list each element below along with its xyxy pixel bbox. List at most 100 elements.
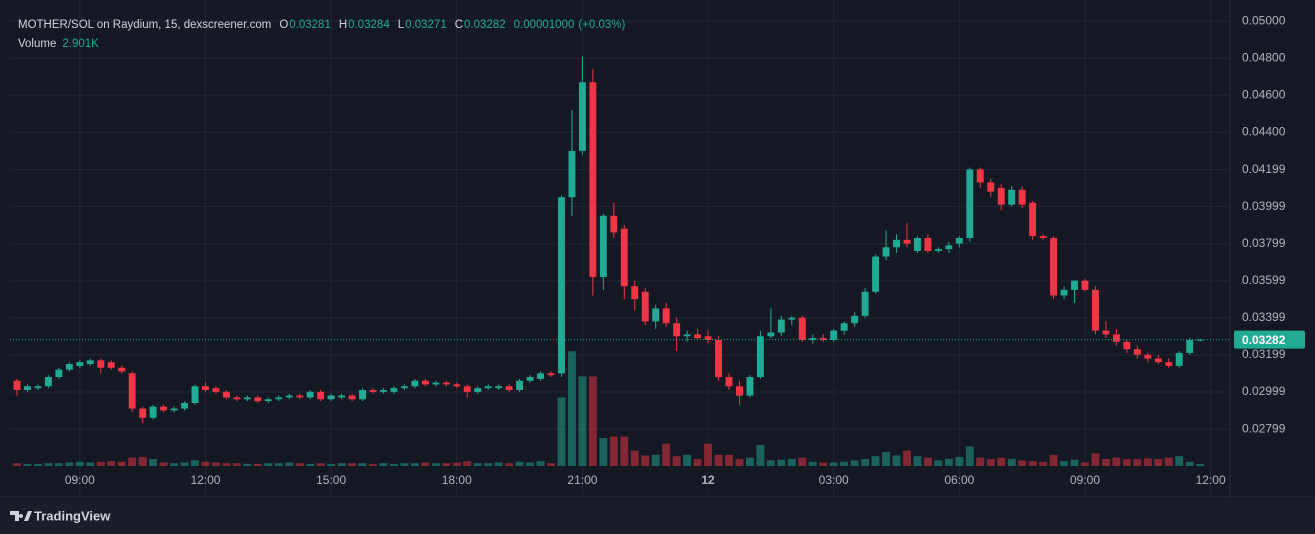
candle-body [652, 308, 660, 322]
volume-bar [714, 454, 723, 466]
volume-bar [1175, 456, 1184, 466]
candle-body [914, 238, 921, 251]
candle-body [599, 215, 607, 277]
x-tick-label: 03:00 [819, 473, 849, 487]
volume-bar [337, 463, 346, 466]
legend-ohlc-value: 0.03281 [289, 19, 331, 31]
candle-body [1165, 362, 1173, 366]
candle-body [484, 386, 492, 389]
y-tick-label: 0.05000 [1242, 13, 1286, 27]
candle-body [1196, 339, 1204, 341]
candle-body [191, 386, 199, 403]
volume-bar [725, 454, 733, 466]
volume-bar [672, 456, 681, 466]
volume-bar [253, 463, 262, 466]
candle-body [327, 395, 335, 400]
volume-bar [180, 462, 189, 466]
x-tick-label: 09:00 [65, 473, 95, 487]
candle-body [380, 390, 387, 392]
volume-bar [473, 463, 482, 466]
candle-body [359, 390, 366, 400]
volume-bar [285, 462, 294, 466]
candle-body [400, 386, 408, 389]
volume-bar [452, 462, 461, 466]
volume-bar [567, 351, 576, 466]
volume-bar [54, 463, 63, 466]
volume-bar [44, 463, 53, 466]
candle-body [568, 150, 576, 198]
legend-change-pct: (+0.03%) [578, 19, 625, 31]
volume-bar [389, 463, 398, 466]
candle-body [348, 395, 356, 400]
volume-bar [965, 446, 974, 466]
candle-body [578, 82, 586, 151]
volume-bar [306, 463, 315, 466]
volume-bar [369, 463, 377, 466]
candle-body [222, 391, 230, 398]
candle-body [547, 373, 555, 376]
candle-body [181, 402, 188, 409]
candle-body [966, 169, 974, 238]
legend-change: 0.00001000 [514, 19, 575, 31]
legend-ohlc-letter: C [455, 19, 463, 31]
candle-body [662, 308, 670, 324]
volume-bar [903, 450, 911, 466]
volume-bar [128, 457, 137, 466]
legend-volume-name: Volume [18, 38, 56, 50]
volume-bar [410, 463, 419, 466]
volume-bar [442, 463, 451, 466]
volume-bar [735, 459, 744, 466]
candle-body [432, 382, 440, 385]
volume-bar [578, 376, 587, 466]
candle-body [788, 317, 796, 320]
candle-body [118, 367, 126, 372]
candle-body [861, 291, 869, 316]
candle-body [107, 362, 115, 368]
x-tick-label: 12:00 [1196, 473, 1226, 487]
candle-body [24, 386, 31, 390]
candle-body [369, 390, 377, 392]
volume-bar [23, 463, 32, 466]
volume-bar [620, 436, 629, 466]
candle-body [13, 380, 21, 390]
candle-body [65, 364, 73, 370]
candle-body [97, 360, 105, 368]
axes: 0.05000 0.04800 0.04600 0.04400 0.04199 0.039… [10, 13, 1305, 487]
volume-bar [829, 462, 838, 466]
volume-bar [211, 462, 220, 466]
volume-bar [599, 438, 608, 466]
volume-bar [201, 461, 210, 466]
volume-bar [1143, 458, 1152, 466]
candle-body [1060, 289, 1068, 296]
volume-bar [191, 460, 199, 466]
candle-body [809, 338, 817, 340]
volume-bar [1133, 459, 1142, 466]
volume-bar [850, 460, 859, 466]
candle-body [442, 382, 450, 385]
candle-body [955, 238, 963, 244]
candle-body [558, 197, 565, 374]
volume-bar [65, 462, 74, 466]
candle-body [1008, 189, 1016, 205]
candle-body [128, 373, 136, 409]
candle-body [453, 384, 461, 387]
volume-bar [955, 456, 964, 466]
candle-body [725, 377, 733, 387]
volume-bar [34, 463, 42, 466]
tradingview-logo: TradingView [10, 508, 111, 523]
volume-bar [13, 463, 21, 466]
volume-bar [1164, 457, 1173, 466]
volume-bar [588, 376, 597, 466]
volume-bar [1070, 459, 1079, 466]
volume-bar [170, 463, 179, 466]
candle-body [537, 373, 544, 379]
candle-body [264, 399, 272, 402]
candle-body [202, 386, 209, 390]
y-tick-label: 0.03399 [1242, 310, 1286, 324]
candles [13, 56, 1204, 424]
candle-body [317, 391, 325, 400]
volume-bar [222, 463, 231, 466]
candle-body [306, 391, 314, 398]
